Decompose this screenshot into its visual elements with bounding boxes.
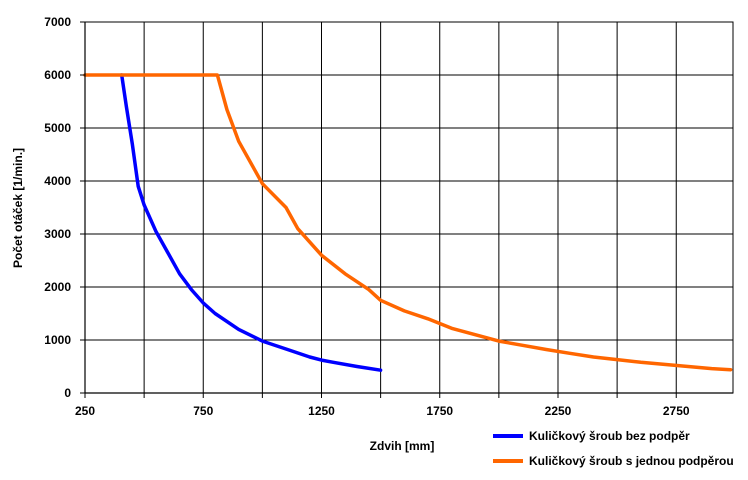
x-axis-title: Zdvih [mm] xyxy=(370,439,435,453)
y-tick-label: 1000 xyxy=(44,333,71,347)
x-tick-label: 2750 xyxy=(663,404,690,418)
series-line-1 xyxy=(119,73,383,372)
x-tick-label: 1250 xyxy=(308,404,335,418)
y-tick-label: 0 xyxy=(64,386,71,400)
legend: Kuličkový šroub bez podpěr Kuličkový šrou… xyxy=(493,429,734,468)
x-tick-label: 2250 xyxy=(545,404,572,418)
plot-border xyxy=(84,21,734,394)
x-tick-label: 250 xyxy=(75,404,95,418)
y-tick-label: 2000 xyxy=(44,280,71,294)
series-lines xyxy=(83,73,733,372)
y-axis-title: Počet otáček [1/min.] xyxy=(11,148,25,268)
x-tick-label: 1750 xyxy=(426,404,453,418)
grid-lines xyxy=(85,21,733,393)
x-tick-labels: 250 750 1250 1750 2250 2750 xyxy=(75,404,690,418)
y-tick-label: 5000 xyxy=(44,121,71,135)
legend-label-1: Kuličkový šroub bez podpěr xyxy=(529,429,690,443)
y-tick-label: 7000 xyxy=(44,15,71,29)
y-tick-label: 3000 xyxy=(44,227,71,241)
y-tick-label: 6000 xyxy=(44,68,71,82)
x-tick-label: 750 xyxy=(193,404,213,418)
y-tick-labels: 0 1000 2000 3000 4000 5000 6000 7000 xyxy=(44,15,71,400)
y-tick-label: 4000 xyxy=(44,174,71,188)
axes xyxy=(80,21,734,398)
series-line-2 xyxy=(83,73,733,372)
legend-label-2: Kuličkový šroub s jednou podpěrou xyxy=(529,454,734,468)
